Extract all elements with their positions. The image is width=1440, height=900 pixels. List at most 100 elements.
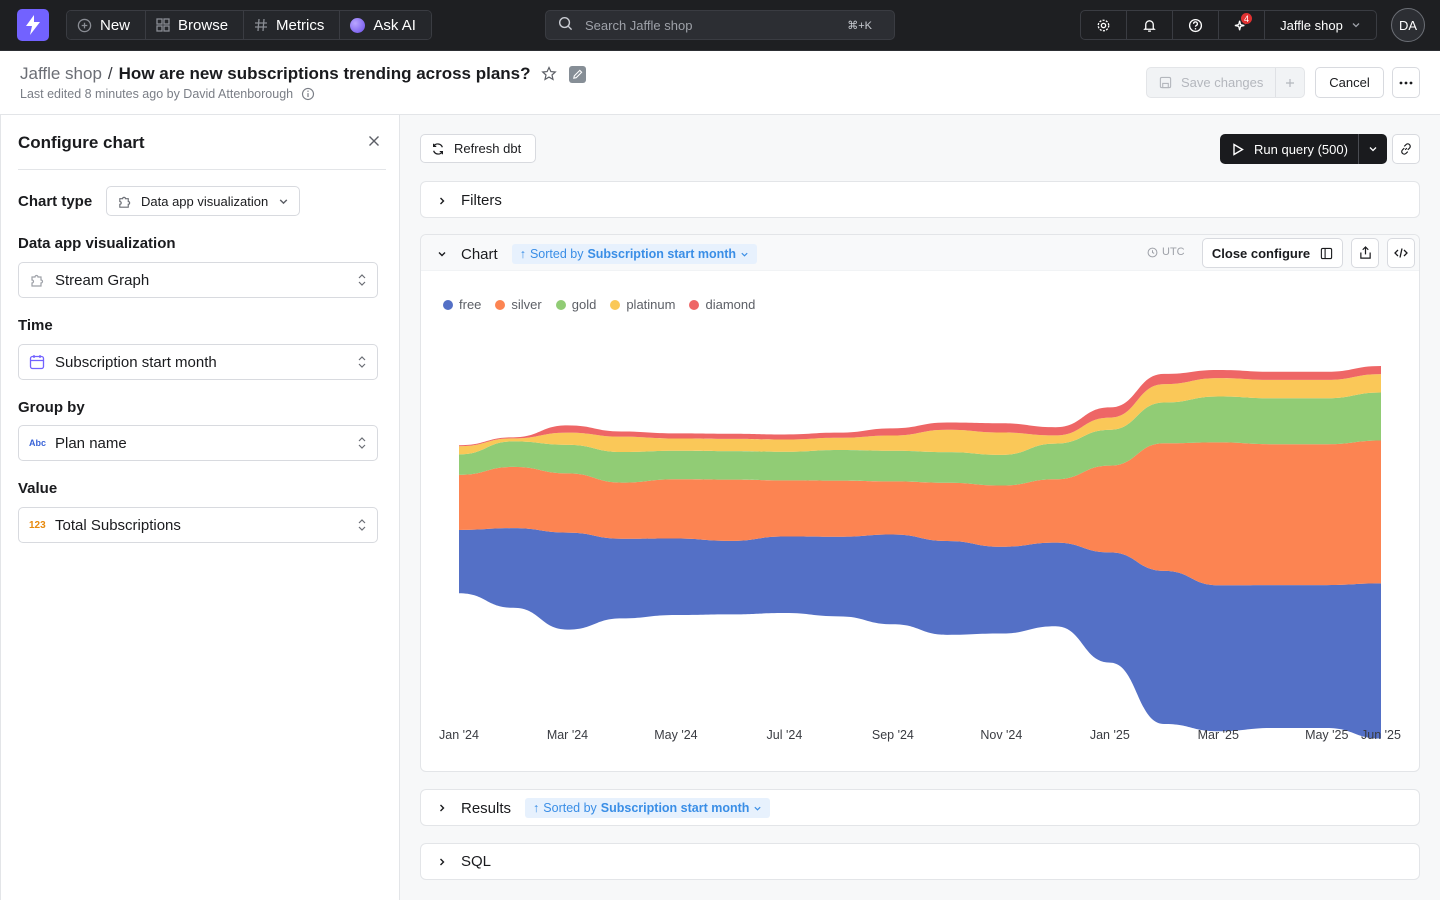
- results-sort-badge[interactable]: ↑ Sorted by Subscription start month: [525, 798, 771, 818]
- chevron-down-icon: [754, 806, 762, 811]
- project-selector[interactable]: Jaffle shop: [1265, 11, 1376, 39]
- chevron-down-icon: [1369, 147, 1377, 152]
- share-button[interactable]: [1351, 238, 1379, 268]
- more-options-button[interactable]: [1392, 67, 1420, 98]
- sql-header[interactable]: SQL: [437, 853, 491, 870]
- close-icon: [369, 136, 379, 146]
- stream-layer-silver[interactable]: [459, 440, 1381, 586]
- time-field-label: Time: [18, 317, 53, 334]
- hash-icon: [254, 18, 268, 32]
- close-configure-button[interactable]: Close configure: [1202, 238, 1343, 268]
- more-horizontal-icon: [1399, 81, 1413, 84]
- ask-ai-label: Ask AI: [373, 16, 416, 34]
- chart-type-label: Chart type: [18, 193, 93, 210]
- stream-layer-diamond[interactable]: [459, 365, 1381, 447]
- value-field-label: Value: [18, 480, 58, 497]
- legend-item-diamond[interactable]: diamond: [689, 297, 755, 312]
- time-select[interactable]: Subscription start month: [18, 344, 378, 380]
- legend-item-gold[interactable]: gold: [555, 297, 597, 312]
- legend-item-free[interactable]: free: [443, 297, 481, 312]
- filters-header[interactable]: Filters: [437, 192, 502, 209]
- ai-orb-icon: [350, 17, 366, 33]
- search-input[interactable]: Search Jaffle shop ⌘+K: [545, 10, 895, 40]
- notifications-button[interactable]: [1127, 11, 1173, 39]
- legend-swatch: [689, 299, 700, 310]
- save-add-button[interactable]: [1276, 68, 1304, 97]
- lightning-icon: [26, 15, 40, 35]
- filters-label: Filters: [461, 192, 502, 209]
- sort-field: Subscription start month: [587, 247, 737, 261]
- new-button[interactable]: New: [67, 11, 147, 39]
- bell-icon: [1143, 19, 1156, 32]
- legend-label: gold: [571, 297, 597, 312]
- breadcrumb: Jaffle shop / How are new subscriptions …: [20, 64, 586, 84]
- sidebar-panel-icon: [1320, 247, 1333, 259]
- selector-arrows-icon: [357, 436, 367, 450]
- close-panel-button[interactable]: [367, 134, 381, 153]
- sql-label: SQL: [461, 853, 492, 870]
- stream-layer-free[interactable]: [459, 528, 1381, 739]
- viz-field-label: Data app visualization: [18, 235, 176, 252]
- viz-value: Stream Graph: [55, 271, 150, 289]
- selector-arrows-icon: [357, 273, 367, 287]
- legend-label: diamond: [705, 297, 756, 312]
- ai-notifications-button[interactable]: 4: [1219, 11, 1265, 39]
- run-query-options-button[interactable]: [1359, 134, 1387, 164]
- x-tick-label: May '24: [654, 728, 697, 742]
- divider: [18, 169, 386, 170]
- refresh-label: Refresh dbt: [454, 141, 522, 156]
- browse-button[interactable]: Browse: [146, 11, 245, 39]
- chart-label: Chart: [461, 245, 498, 263]
- search-shortcut: ⌘+K: [847, 19, 872, 32]
- help-button[interactable]: [1173, 11, 1219, 39]
- results-header[interactable]: Results ↑ Sorted by Subscription start m…: [437, 798, 771, 818]
- group-by-select[interactable]: Abc Plan name: [18, 425, 378, 461]
- cancel-button[interactable]: Cancel: [1315, 67, 1384, 98]
- chevron-right-icon: [440, 197, 445, 204]
- run-query-button[interactable]: Run query (500): [1220, 134, 1387, 164]
- copy-link-button[interactable]: [1392, 134, 1420, 164]
- breadcrumb-space[interactable]: Jaffle shop: [20, 64, 102, 83]
- edit-title-button[interactable]: [568, 65, 586, 83]
- puzzle-icon: [31, 274, 44, 287]
- timezone-indicator: UTC: [1147, 246, 1185, 258]
- stream-layer-platinum[interactable]: [459, 374, 1381, 455]
- embed-code-button[interactable]: [1387, 238, 1415, 268]
- chart-sort-badge[interactable]: ↑ Sorted by Subscription start month: [511, 244, 758, 264]
- x-tick-label: Jan '25: [1090, 728, 1130, 742]
- time-value: Subscription start month: [55, 353, 217, 371]
- value-select[interactable]: 123 Total Subscriptions: [18, 507, 378, 543]
- chevron-down-icon: [438, 252, 446, 257]
- ask-ai-button[interactable]: Ask AI: [340, 11, 431, 39]
- legend-swatch: [495, 299, 506, 310]
- page-title: How are new subscriptions trending acros…: [118, 64, 531, 83]
- save-changes-button[interactable]: Save changes: [1146, 67, 1306, 98]
- save-label: Save changes: [1181, 75, 1264, 90]
- sql-card[interactable]: SQL: [420, 843, 1420, 880]
- configure-chart-panel: Configure chart Chart type Data app visu…: [0, 115, 400, 900]
- chart-type-select[interactable]: Data app visualization: [106, 186, 300, 216]
- clock-icon: [1147, 247, 1158, 257]
- info-icon: [302, 87, 315, 101]
- app-logo[interactable]: [17, 9, 49, 41]
- x-tick-label: Jun '25: [1361, 728, 1401, 742]
- star-icon[interactable]: [540, 66, 557, 82]
- legend-label: free: [459, 297, 482, 312]
- legend-item-platinum[interactable]: platinum: [610, 297, 675, 312]
- filters-card[interactable]: Filters: [420, 181, 1420, 218]
- chevron-down-icon: [741, 252, 748, 257]
- save-icon: [1159, 76, 1172, 89]
- calendar-icon: [29, 355, 45, 370]
- chart-header[interactable]: Chart ↑ Sorted by Subscription start mon…: [437, 244, 758, 264]
- share-icon: [1359, 246, 1371, 259]
- results-card[interactable]: Results ↑ Sorted by Subscription start m…: [420, 789, 1420, 826]
- stream-layer-gold[interactable]: [459, 392, 1381, 486]
- settings-button[interactable]: [1081, 11, 1127, 39]
- metrics-button[interactable]: Metrics: [244, 11, 341, 39]
- legend-item-silver[interactable]: silver: [495, 297, 542, 312]
- breadcrumb-separator: /: [107, 64, 113, 83]
- plus-circle-icon: [77, 18, 92, 33]
- refresh-dbt-button[interactable]: Refresh dbt: [420, 134, 536, 163]
- user-avatar[interactable]: DA: [1391, 8, 1425, 42]
- viz-select[interactable]: Stream Graph: [18, 262, 378, 298]
